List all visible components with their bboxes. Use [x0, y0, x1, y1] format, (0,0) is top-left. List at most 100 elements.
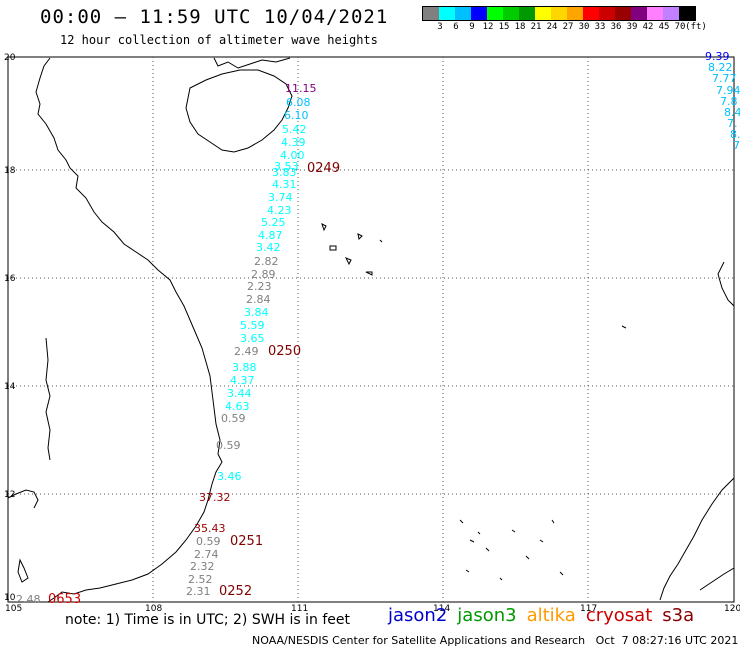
- lon-tick: 111: [291, 604, 308, 614]
- wave-height-track: 11.156.086.105.424.394.003.533.834.313.7…: [16, 82, 317, 606]
- wave-height-label: 3.53: [274, 160, 299, 173]
- legend-label: 24: [546, 22, 558, 32]
- wave-height-label: 6.08: [286, 96, 311, 109]
- right-edge-track: 9.398.227.777.947.88.47.8.7: [705, 50, 740, 152]
- wave-height-label: 7.94: [716, 84, 740, 97]
- units-note: note: 1) Time is in UTC; 2) SWH is in fe…: [65, 612, 351, 628]
- legend-swatch: [663, 7, 679, 20]
- legend-label: 3: [437, 22, 443, 32]
- wave-height-label: 2.23: [247, 280, 272, 293]
- satellite-cryosat: cryosat: [585, 605, 653, 626]
- gridlines: [8, 57, 734, 602]
- legend-swatch: [551, 7, 567, 20]
- pass-time-label: 0653: [48, 592, 81, 607]
- wave-height-label: 4.23: [267, 204, 292, 217]
- wave-height-label: 2.48: [16, 593, 41, 606]
- map-frame: [7, 56, 735, 603]
- wave-height-label: 7: [733, 139, 740, 152]
- lon-tick-labels: 105 108 111 114 117 120: [5, 604, 740, 614]
- wave-height-label: 3.88: [232, 361, 257, 374]
- wave-height-label: 35.43: [194, 522, 226, 535]
- cambodia-coast: [45, 337, 51, 461]
- wave-height-label: 37.32: [199, 491, 231, 504]
- legend-label: 36: [610, 22, 622, 32]
- legend-swatch: [599, 7, 615, 20]
- pass-time-label: 0251: [230, 534, 263, 549]
- wave-height-label: 3.46: [217, 470, 242, 483]
- wave-height-label: 0.59: [196, 535, 221, 548]
- spratly-islands: [459, 325, 627, 581]
- legend-swatch: [471, 7, 487, 20]
- legend-label: 70: [674, 22, 686, 32]
- color-legend: 3 6 9 12 15 18 21 24 27 30 33 36 39 42 45 70 (ft): [422, 6, 728, 34]
- legend-swatch: [439, 7, 455, 20]
- lat-tick: 20: [4, 53, 16, 63]
- legend-label: (ft): [685, 22, 707, 32]
- wave-height-label: 9.39: [705, 50, 730, 63]
- wave-height-label: 4.31: [272, 178, 297, 191]
- legend-swatch: [423, 7, 439, 20]
- wave-height-label: 11.15: [285, 82, 317, 95]
- lon-tick: 120: [724, 604, 740, 614]
- legend-label: 15: [498, 22, 510, 32]
- legend-swatch: [503, 7, 519, 20]
- satellite-s3a: s3a: [662, 605, 695, 626]
- satellite-jason3: jason3: [457, 605, 517, 626]
- wave-height-label: 8.4: [724, 106, 740, 119]
- legend-label: 27: [562, 22, 574, 32]
- wave-height-label: 2.52: [188, 573, 213, 586]
- legend-label: 30: [578, 22, 590, 32]
- wave-height-label: 3.74: [268, 191, 293, 204]
- wave-height-label: 4.63: [225, 400, 250, 413]
- legend-label: 18: [514, 22, 526, 32]
- legend-swatch: [487, 7, 503, 20]
- legend-swatch: [535, 7, 551, 20]
- legend-swatch: [519, 7, 535, 20]
- hainan-island: [185, 69, 293, 153]
- wave-height-label: 3.42: [256, 241, 281, 254]
- legend-swatch: [567, 7, 583, 20]
- legend-labels: 3 6 9 12 15 18 21 24 27 30 33 36 39 42 45 70 (ft): [422, 22, 732, 34]
- satellite-jason2: jason2: [388, 605, 448, 626]
- wave-height-label: 4.87: [258, 229, 283, 242]
- wave-height-label: 0.59: [221, 412, 246, 425]
- wave-height-label: 0.59: [216, 439, 241, 452]
- legend-label: 42: [642, 22, 654, 32]
- wave-height-label: 3.84: [244, 306, 269, 319]
- legend-swatch: [615, 7, 631, 20]
- legend-label: 6: [453, 22, 459, 32]
- wave-height-label: 4.37: [230, 374, 255, 387]
- legend-swatch: [631, 7, 647, 20]
- lon-tick: 114: [433, 604, 450, 614]
- satellite-legend: jason2 jason3 altika cryosat s3a: [388, 605, 704, 626]
- pass-time-label: 0249: [307, 161, 340, 176]
- lat-tick: 10: [4, 593, 16, 603]
- legend-label: 45: [658, 22, 670, 32]
- wave-height-label: 3.44: [227, 387, 252, 400]
- legend-label: 9: [469, 22, 475, 32]
- legend-label: 21: [530, 22, 542, 32]
- credit-line: NOAA/NESDIS Center for Satellite Applica…: [252, 634, 739, 647]
- legend-label: 12: [482, 22, 494, 32]
- legend-color-bar: [422, 6, 696, 21]
- wave-height-label: 2.32: [190, 560, 215, 573]
- wave-height-label: 2.74: [194, 548, 219, 561]
- wave-height-label: 2.89: [251, 268, 276, 281]
- wave-height-label: 4.39: [281, 136, 306, 149]
- legend-label: 33: [594, 22, 606, 32]
- gulf-coastline: [7, 489, 39, 509]
- lat-tick: 12: [4, 490, 15, 500]
- lat-tick: 18: [4, 166, 16, 176]
- wave-height-label: 2.82: [254, 255, 279, 268]
- wave-height-label: 3.83: [272, 166, 297, 179]
- legend-label: 39: [626, 22, 638, 32]
- wave-height-label: 2.84: [246, 293, 271, 306]
- legend-swatch: [647, 7, 663, 20]
- map-subtitle: 12 hour collection of altimeter wave hei…: [60, 33, 378, 47]
- wave-height-label: 5.42: [282, 123, 307, 136]
- wave-height-label: 3.65: [240, 332, 265, 345]
- lon-tick: 117: [580, 604, 597, 614]
- paracel-islands: [321, 223, 383, 276]
- map-title: 00:00 – 11:59 UTC 10/04/2021: [40, 6, 389, 28]
- wave-height-label: 7.8: [720, 95, 738, 108]
